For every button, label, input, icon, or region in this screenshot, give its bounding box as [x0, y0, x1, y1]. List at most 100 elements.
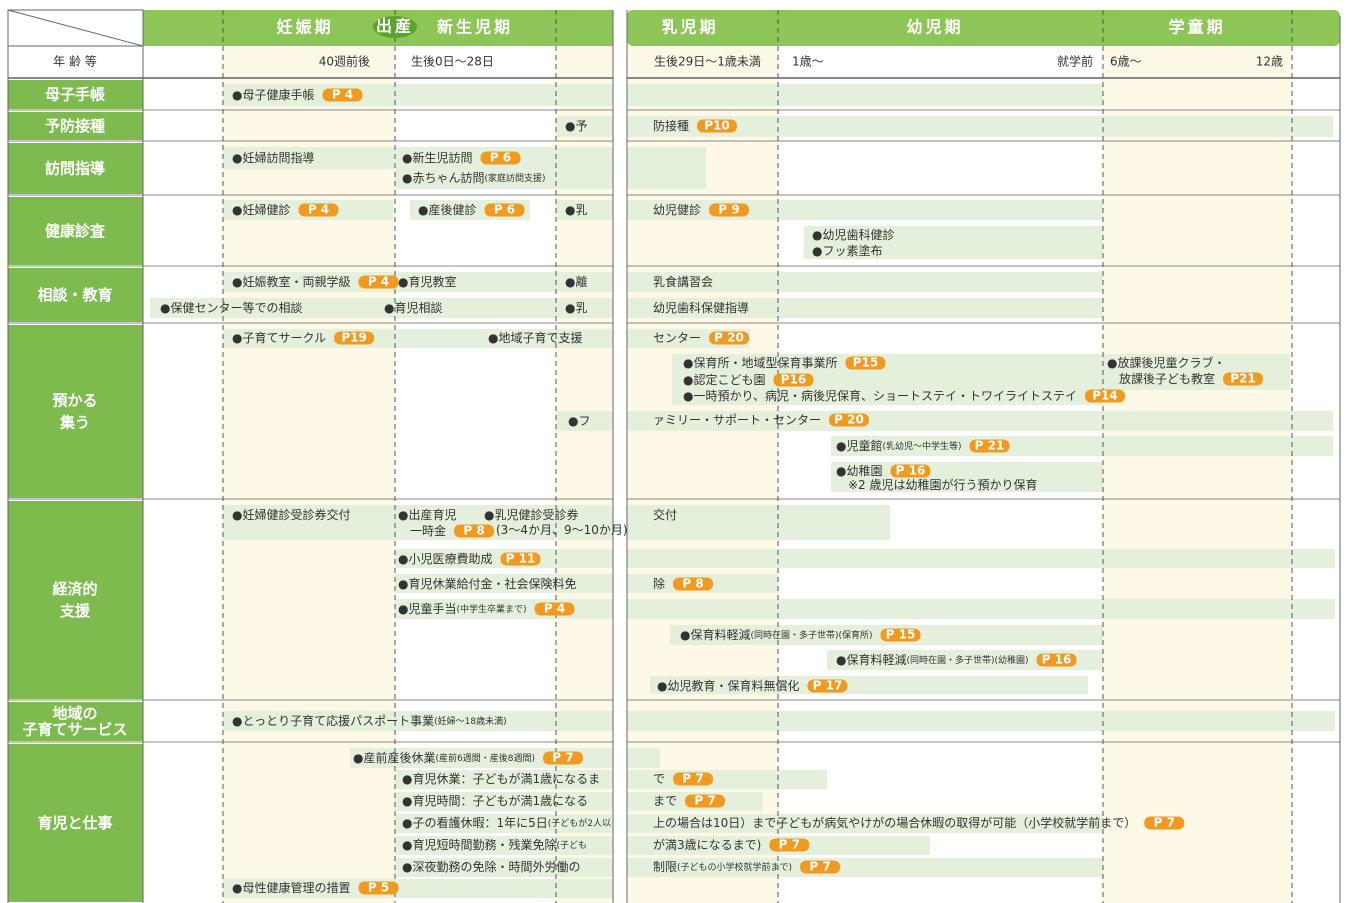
item-bar [627, 711, 1335, 731]
row-label-bg [8, 325, 143, 498]
row-label-bg [8, 80, 143, 109]
item-label: 放課後子ども教室 [1119, 371, 1215, 386]
item-text: ●フ [568, 414, 590, 428]
item-label: 交付 [653, 507, 677, 522]
page-tag [358, 881, 399, 895]
page-ref: P 16 [896, 464, 926, 478]
row-label-bg [8, 501, 143, 699]
item-text: ●産後健診 [418, 202, 476, 217]
item-text: ●新生児訪問 [402, 150, 472, 165]
item-label: ●妊婦健診 [232, 202, 290, 217]
item-bar [627, 84, 1103, 106]
page-tag [1085, 389, 1125, 403]
page-ref: P 7 [682, 772, 703, 786]
item-label: 幼児歯科保健指導 [653, 300, 749, 315]
page-tag [890, 464, 931, 478]
item-bar [627, 411, 1333, 431]
page-tag [807, 679, 848, 693]
item-text: ●一時預かり、病児・病後児保育、ショートステイ・トワイライトステイ [683, 388, 1077, 403]
item-bar [150, 298, 613, 318]
item-bar [627, 298, 1103, 318]
item-label: 防接種 [653, 118, 689, 133]
page-tag [673, 772, 714, 786]
item-bar [627, 147, 706, 189]
age-label: 12歳 [1256, 55, 1283, 69]
item-text: が満3歳になるまで) [653, 837, 761, 852]
item-text: ●母子健康手帳 [232, 87, 314, 102]
item-bar [556, 411, 613, 431]
item-bar [395, 814, 613, 833]
item-label: ●乳児健診受診券 [484, 507, 578, 522]
item-label: で [653, 772, 665, 786]
item-text: で [653, 772, 665, 786]
item-label: ●保育料軽減 [836, 652, 906, 667]
item-note: (子どもの小学校就学前まで) [677, 861, 792, 873]
item-text: ●深夜勤務の免除・時間外労働の [402, 859, 580, 874]
item-text: 一時金 [410, 523, 446, 538]
corner-diagonal [7, 9, 144, 47]
item-label: ●とっとり子育て応援パスポート事業 [232, 713, 434, 728]
item-text: ●育児休業：子どもが満1歳になるま [402, 771, 600, 786]
item-bar [627, 549, 1335, 568]
item-label: ●産前産後休業 [353, 750, 435, 765]
age-label: 6歳〜 [1110, 55, 1142, 69]
item-note: (同時在園・多子世帯)(幼稚園) [906, 654, 1028, 666]
item-note: (産前6週間・産後8週間) [435, 752, 534, 764]
item-text: 幼児健診 [653, 202, 701, 217]
page-ref: P10 [704, 119, 730, 133]
item-label: ●母性健康管理の措置 [232, 880, 350, 895]
item-label: ●育児相談 [384, 300, 442, 315]
item-note: (子どもが2人以 [548, 817, 611, 829]
item-label: ※2 歳児は幼稚園が行う預かり保育 [848, 477, 1038, 492]
item-label: ●放課後児童クラブ・ [1107, 355, 1225, 370]
item-text: 除 [653, 576, 665, 591]
page-ref: P 21 [975, 439, 1005, 453]
item-text: 乳食講習会 [653, 274, 713, 289]
item-bar [223, 84, 613, 106]
item-bar [223, 329, 613, 348]
item-text: ●児童館(乳幼児〜中学生等) [836, 438, 962, 453]
item-text: 制限(子どもの小学校就学前まで) [653, 860, 792, 874]
page-ref: P 6 [494, 203, 515, 217]
row-label-bg [8, 112, 143, 140]
item-text: 放課後子ども教室 [1119, 371, 1215, 386]
item-label: ●妊婦訪問指導 [232, 150, 314, 165]
item-text: ●児童手当(中学生卒業まで) [398, 601, 527, 616]
row-label: 予防接種 [45, 117, 105, 135]
item-label: 除 [653, 576, 665, 591]
age-label: 生後29日〜1歳未満 [654, 55, 761, 69]
period-label: 新生児期 [437, 18, 513, 37]
item-label: ァミリー・サポート・センター [653, 413, 821, 427]
page-ref: P19 [341, 331, 367, 345]
item-label: ●妊婦健診受診券交付 [232, 507, 350, 522]
page-ref: P 8 [463, 524, 484, 538]
row-label-bg [8, 268, 143, 322]
period-label: 乳児期 [661, 18, 718, 37]
page-tag [322, 88, 363, 102]
page-ref: P15 [853, 356, 879, 370]
item-text: ●赤ちゃん訪問(家庭訪問支援) [402, 170, 546, 185]
item-text: ●育児時間：子どもが満1歳になる [402, 793, 588, 808]
page-tag [709, 203, 750, 217]
item-bar [627, 814, 1103, 833]
item-bar [627, 116, 1333, 137]
item-bar [627, 858, 1103, 877]
item-text: ●出産育児 [398, 507, 456, 522]
item-text: ●母性健康管理の措置 [232, 880, 350, 895]
item-label: ●育児休業給付金・社会保険料免 [398, 576, 576, 591]
item-note: (同時在園・多子世帯)(保育所) [750, 629, 872, 641]
item-label: 一時金 [410, 523, 446, 538]
item-bar [556, 200, 613, 220]
item-label: ●保育所・地域型保育事業所 [683, 355, 837, 370]
column-shade [223, 46, 395, 903]
item-text: ●保育所・地域型保育事業所 [683, 355, 837, 370]
row-label: 支援 [59, 602, 91, 620]
item-label: ●児童手当 [398, 601, 456, 616]
page-tag [1144, 816, 1185, 830]
birth-badge [373, 16, 417, 38]
item-label: ●出産育児 [398, 507, 456, 522]
item-text: ●子の看護休暇：1年に5日(子どもが2人以 [402, 815, 611, 830]
item-note: (乳幼児〜中学生等) [882, 440, 961, 452]
page-tag [769, 838, 810, 852]
page-tag [484, 203, 525, 217]
